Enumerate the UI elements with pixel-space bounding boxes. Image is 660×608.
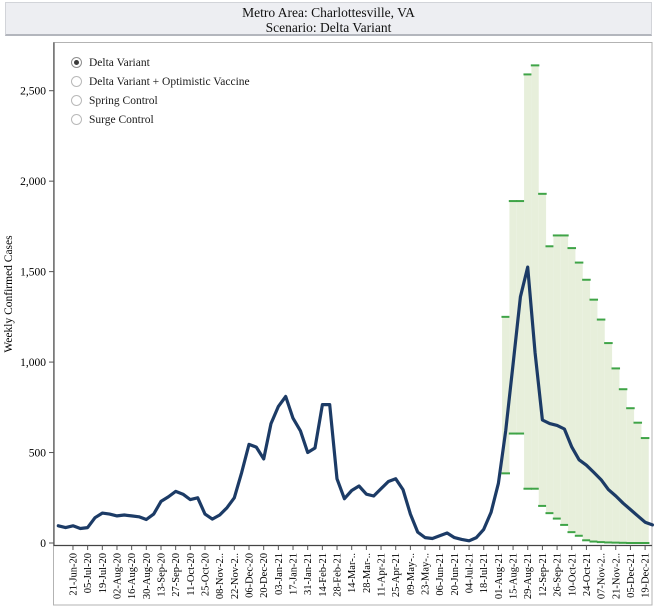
x-tick-label: 22-Nov-2.. (230, 553, 241, 599)
y-tick-label: 0 (40, 538, 46, 550)
x-tick-label: 13-Sep-20 (156, 553, 167, 597)
x-tick-label: 02-Aug-20 (112, 553, 123, 599)
x-tick-label: 20-Dec-20 (259, 553, 270, 598)
x-tick-label: 05-Dec-21 (626, 553, 637, 598)
scenario-title: Scenario: Delta Variant (265, 20, 392, 35)
x-tick-label: 31-Jan-21 (303, 553, 314, 595)
x-tick-label: 11-Apr-21 (377, 553, 388, 597)
x-tick-label: 08-Nov-2.. (215, 553, 226, 599)
x-tick-label: 23-May-.. (421, 553, 432, 595)
x-tick-label: 21-Jun-20 (68, 553, 79, 596)
radio-option-delta-variant[interactable]: Delta Variant (71, 53, 250, 72)
x-tick-label: 25-Oct-20 (201, 553, 212, 596)
x-tick-label: 15-Aug-21 (509, 553, 520, 599)
forecast-band-column (604, 343, 613, 543)
radio-option-spring-control[interactable]: Spring Control (71, 91, 250, 110)
forecast-band-column (634, 422, 642, 543)
forecast-band-column (538, 193, 547, 506)
x-tick-label: 21-Nov-2.. (611, 553, 622, 599)
x-tick-label: 18-Jul-21 (479, 553, 490, 593)
x-tick-label: 25-Apr-21 (391, 553, 402, 597)
x-tick-label: 16-Aug-20 (127, 553, 138, 599)
chart-title-header: Metro Area: Charlottesville, VA Scenario… (5, 2, 652, 36)
x-tick-label: 20-Jun-21 (450, 553, 461, 596)
x-tick-label: 19-Jul-20 (98, 553, 109, 593)
x-tick-label: 05-Jul-20 (83, 553, 94, 593)
forecast-band-column (626, 408, 635, 543)
scenario-radio-group: Delta Variant Delta Variant + Optimistic … (71, 53, 250, 129)
radio-option-label: Delta Variant + Optimistic Vaccine (89, 75, 250, 88)
forecast-band-column (590, 299, 598, 542)
x-tick-label: 28-Feb-21 (333, 553, 344, 597)
y-axis-title: Weekly Confirmed Cases (3, 235, 15, 353)
forecast-band-column (509, 201, 517, 434)
radio-option-surge-control[interactable]: Surge Control (71, 110, 250, 129)
x-tick-label: 06-Dec-20 (245, 553, 256, 598)
metro-area-title: Metro Area: Charlottesville, VA (242, 5, 415, 20)
forecast-band-column (502, 316, 510, 474)
x-tick-label: 09-May-.. (406, 553, 417, 595)
y-tick-label: 2,000 (20, 176, 46, 188)
forecast-band-column (575, 262, 583, 536)
forecast-band-column (560, 235, 569, 525)
radio-unselected-icon[interactable] (71, 95, 82, 106)
x-tick-label: 14-Feb-21 (318, 553, 329, 597)
radio-unselected-icon[interactable] (71, 76, 82, 87)
radio-selected-icon[interactable] (71, 57, 82, 68)
radio-option-label: Surge Control (89, 113, 154, 126)
x-tick-label: 06-Jun-21 (435, 553, 446, 596)
x-tick-label: 28-Mar-.. (362, 553, 373, 593)
x-tick-label: 17-Jan-21 (289, 553, 300, 595)
forecast-band-column (531, 65, 539, 489)
forecast-band-column (568, 248, 576, 533)
radio-unselected-icon[interactable] (71, 114, 82, 125)
x-tick-label: 04-Jul-21 (465, 553, 476, 593)
forecast-band-column (597, 319, 605, 543)
y-tick-label: 1,500 (20, 266, 46, 278)
x-tick-label: 29-Aug-21 (523, 553, 534, 599)
forecast-band-column (516, 201, 525, 434)
x-tick-label: 19-Dec-21 (641, 553, 652, 598)
radio-option-delta-variant-optimistic-vaccine[interactable]: Delta Variant + Optimistic Vaccine (71, 72, 250, 91)
weekly-cases-line (56, 265, 654, 543)
x-tick-label: 03-Jan-21 (274, 553, 285, 595)
radio-option-label: Delta Variant (89, 56, 150, 69)
forecast-band-column (546, 246, 554, 514)
x-tick-label: 27-Sep-20 (171, 553, 182, 597)
forecast-band-column (619, 389, 627, 543)
y-tick-label: 500 (29, 447, 47, 459)
x-tick-label: 11-Oct-20 (186, 553, 197, 596)
x-tick-label: 01-Aug-21 (494, 553, 505, 599)
x-tick-label: 26-Sep-21 (553, 553, 564, 597)
forecast-band-column (612, 368, 620, 543)
radio-option-label: Spring Control (89, 94, 158, 107)
x-tick-label: 10-Oct-21 (567, 553, 578, 596)
x-tick-label: 30-Aug-20 (142, 553, 153, 599)
x-tick-label: 07-Nov-2.. (597, 553, 608, 599)
y-tick-label: 1,000 (20, 357, 46, 369)
x-tick-label: 24-Oct-21 (582, 553, 593, 596)
x-tick-label: 14-Mar-.. (347, 553, 358, 593)
forecast-band-column (553, 235, 561, 519)
forecast-band-column (641, 438, 649, 543)
y-tick-label: 2,500 (20, 86, 46, 98)
forecast-band-column (582, 279, 591, 541)
x-tick-label: 12-Sep-21 (538, 553, 549, 597)
